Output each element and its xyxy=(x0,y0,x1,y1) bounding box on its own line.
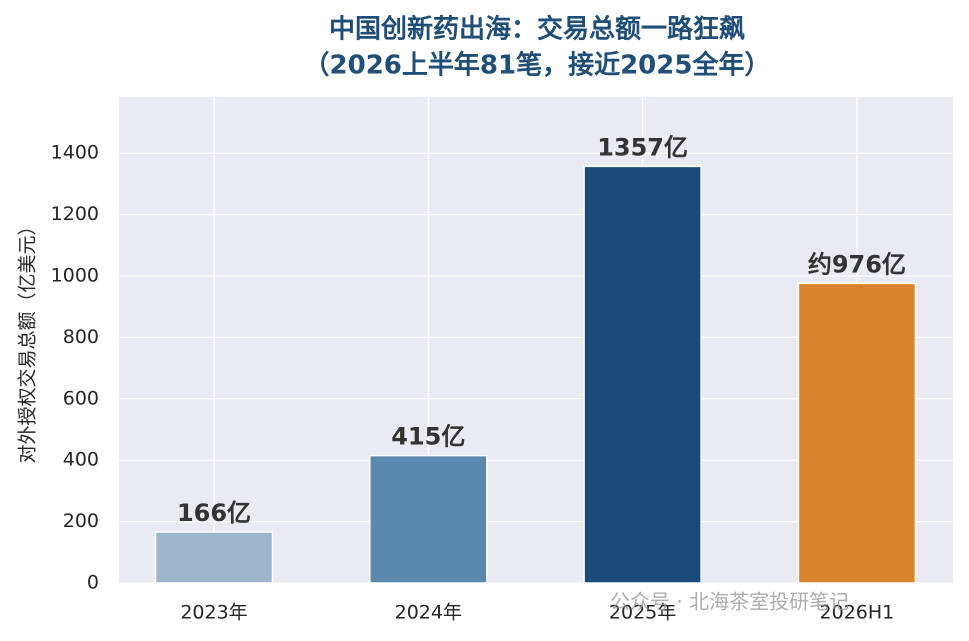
y-tick-label: 1200 xyxy=(51,203,99,225)
y-tick-label: 600 xyxy=(63,387,99,409)
y-tick-label: 1000 xyxy=(51,264,99,286)
bar xyxy=(797,282,917,584)
y-tick-label: 400 xyxy=(63,449,99,471)
y-tick-label: 0 xyxy=(87,572,99,594)
y-tick-label: 800 xyxy=(63,326,99,348)
x-tick-label: 2025年 xyxy=(609,602,676,624)
y-tick-label: 200 xyxy=(63,510,99,532)
value-label: 415亿 xyxy=(391,423,465,451)
bar xyxy=(583,165,702,584)
y-axis-label: 对外授权交易总额（亿美元） xyxy=(17,216,39,463)
chart-title: 中国创新药出海：交易总额一路狂飙 xyxy=(329,14,745,45)
value-label: 166亿 xyxy=(177,499,251,527)
y-tick-label: 1400 xyxy=(51,142,99,164)
bar xyxy=(369,454,488,584)
x-tick-label: 2026H1 xyxy=(820,602,895,624)
x-tick-label: 2024年 xyxy=(395,602,462,624)
x-tick-label: 2023年 xyxy=(180,602,247,624)
watermark: 公众号 · 北海茶室投研笔记 xyxy=(610,590,849,614)
bar xyxy=(154,531,274,584)
value-label: 约976亿 xyxy=(808,250,906,278)
chart-subtitle: （2026上半年81笔，接近2025全年） xyxy=(304,50,771,81)
value-label: 1357亿 xyxy=(597,133,688,161)
